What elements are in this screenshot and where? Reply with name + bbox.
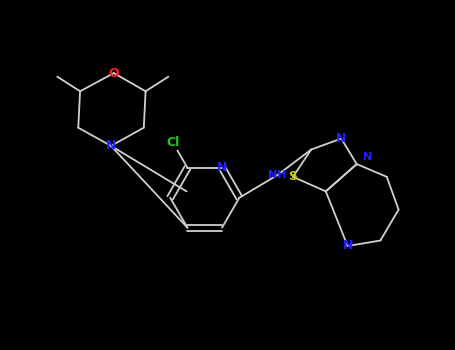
Text: NH: NH <box>268 170 287 180</box>
Text: N: N <box>363 152 372 162</box>
Text: N: N <box>106 139 116 152</box>
Text: Cl: Cl <box>166 136 180 149</box>
Text: N: N <box>217 161 227 174</box>
Text: S: S <box>288 170 298 183</box>
Text: N: N <box>343 239 353 252</box>
Text: N: N <box>336 132 346 145</box>
Text: O: O <box>108 66 119 79</box>
